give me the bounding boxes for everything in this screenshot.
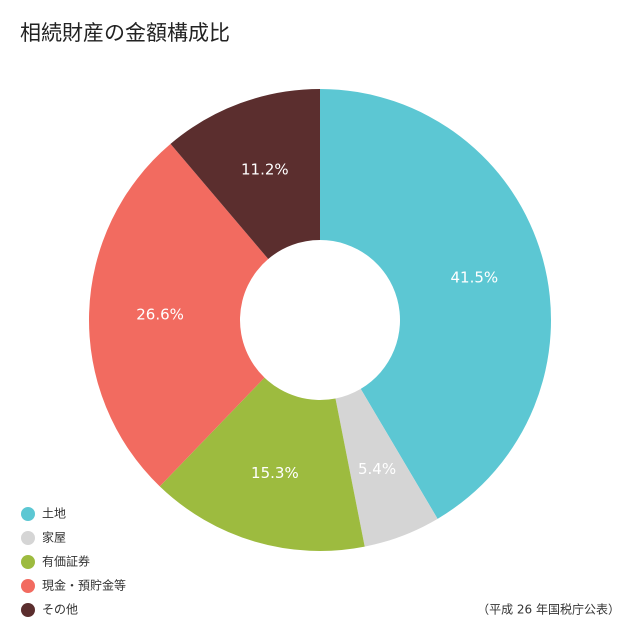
legend-label: 有価証券	[42, 554, 90, 569]
donut-segment	[89, 143, 269, 487]
legend-marker	[21, 507, 35, 521]
chart-title: 相続財産の金額構成比	[20, 21, 230, 45]
legend-label: 土地	[42, 507, 66, 521]
legend-label: 家屋	[42, 530, 66, 545]
data-label: 11.2%	[241, 160, 289, 178]
data-label: 5.4%	[358, 460, 396, 478]
legend-marker	[21, 555, 35, 569]
donut-segment	[170, 89, 320, 260]
legend-marker	[21, 531, 35, 545]
data-label: 15.3%	[251, 464, 299, 482]
donut-segment	[159, 377, 365, 551]
legend-label: その他	[42, 603, 78, 617]
source-note: （平成 26 年国税庁公表）	[477, 603, 620, 617]
legend-label: 現金・預貯金等	[42, 578, 126, 593]
legend-marker	[21, 579, 35, 593]
legend-marker	[21, 603, 35, 617]
data-label: 26.6%	[136, 305, 184, 323]
donut-segment	[320, 89, 551, 519]
donut-segment	[335, 388, 438, 547]
data-label: 41.5%	[451, 268, 499, 286]
